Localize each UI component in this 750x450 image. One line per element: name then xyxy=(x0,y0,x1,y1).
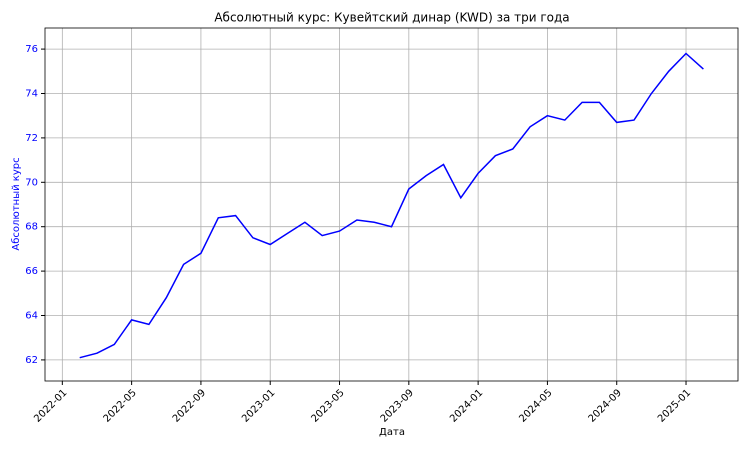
y-tick-label: 76 xyxy=(25,44,38,55)
plot-frame xyxy=(44,27,739,382)
y-tick-label: 70 xyxy=(25,177,38,188)
chart-title: Абсолютный курс: Кувейтский динар (KWD) … xyxy=(214,11,569,25)
data-line xyxy=(79,52,704,359)
y-tick-label: 64 xyxy=(25,311,38,322)
y-tick-label: 62 xyxy=(25,355,38,366)
y-tick-label: 72 xyxy=(25,133,38,144)
y-axis-label: Абсолютный курс xyxy=(11,157,22,250)
y-tick-label: 74 xyxy=(25,88,38,99)
y-tick-label: 68 xyxy=(25,222,38,233)
y-tick-label: 66 xyxy=(25,266,38,277)
x-axis-label: Дата xyxy=(379,427,405,438)
